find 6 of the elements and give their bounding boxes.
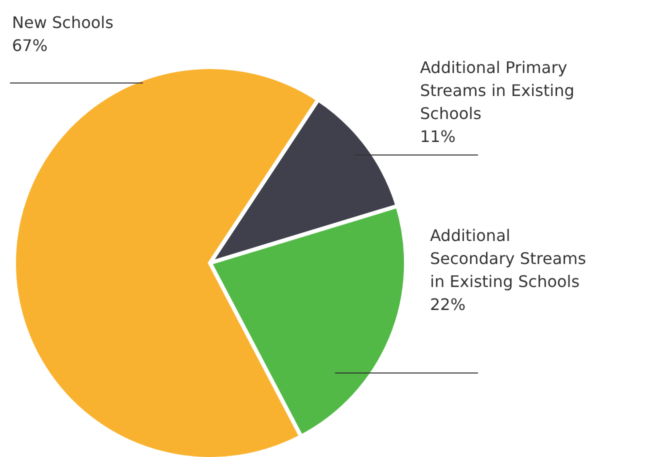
data-label: 22% bbox=[430, 295, 466, 314]
slice-label: Additional Secondary Streams in Existing Schools bbox=[430, 226, 586, 291]
data-label: 11% bbox=[420, 127, 456, 146]
data-label: 67% bbox=[12, 36, 48, 55]
slice-label: Additional Primary Streams in Existing Schools bbox=[420, 58, 574, 123]
slice-label: New Schools bbox=[12, 13, 114, 32]
